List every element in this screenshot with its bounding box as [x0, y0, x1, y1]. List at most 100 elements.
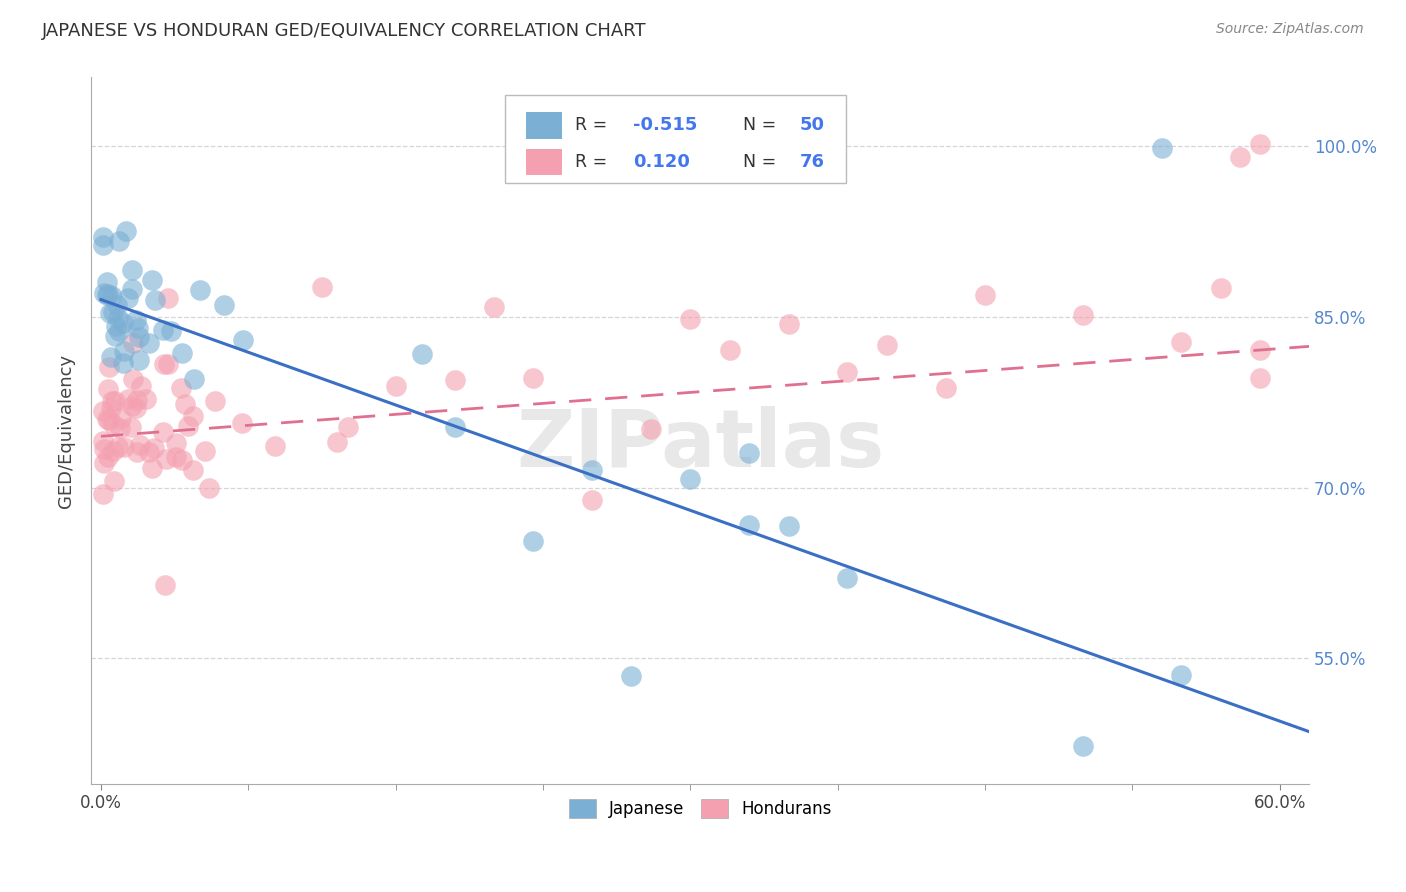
Point — [311, 280, 333, 294]
Point — [718, 343, 741, 358]
Text: -0.515: -0.515 — [633, 117, 697, 135]
Point — [117, 291, 139, 305]
Point — [679, 472, 702, 486]
Point — [91, 238, 114, 252]
Point — [384, 379, 406, 393]
Text: JAPANESE VS HONDURAN GED/EQUIVALENCY CORRELATION CHART: JAPANESE VS HONDURAN GED/EQUIVALENCY COR… — [42, 22, 647, 40]
Point — [111, 316, 134, 330]
Point — [1071, 308, 1094, 322]
Point — [98, 305, 121, 319]
Point — [120, 420, 142, 434]
Point — [93, 442, 115, 457]
Text: Source: ZipAtlas.com: Source: ZipAtlas.com — [1216, 22, 1364, 37]
Point — [152, 324, 174, 338]
Point — [679, 312, 702, 326]
Point — [153, 358, 176, 372]
Point — [170, 382, 193, 396]
Point — [121, 262, 143, 277]
Point — [101, 304, 124, 318]
Point — [104, 394, 127, 409]
Point — [142, 442, 165, 456]
Point — [127, 445, 149, 459]
Point — [104, 329, 127, 343]
Point — [97, 450, 120, 464]
Point — [1249, 343, 1271, 357]
Point — [443, 420, 465, 434]
Point — [170, 346, 193, 360]
Point — [183, 372, 205, 386]
Point — [125, 401, 148, 415]
FancyBboxPatch shape — [526, 112, 562, 139]
Point — [482, 300, 505, 314]
Legend: Japanese, Hondurans: Japanese, Hondurans — [562, 792, 838, 825]
FancyBboxPatch shape — [526, 149, 562, 176]
Point — [121, 282, 143, 296]
Point — [115, 224, 138, 238]
Point — [581, 493, 603, 508]
Text: 0.120: 0.120 — [633, 153, 690, 171]
Text: 50: 50 — [800, 117, 825, 135]
Point — [101, 444, 124, 458]
Point — [97, 413, 120, 427]
Point — [101, 417, 124, 431]
Point — [183, 409, 205, 423]
Point — [112, 344, 135, 359]
Text: R =: R = — [575, 153, 617, 171]
Point — [778, 519, 800, 533]
Point — [1209, 281, 1232, 295]
Point — [100, 350, 122, 364]
Point — [212, 298, 235, 312]
Point — [97, 360, 120, 375]
Point — [231, 416, 253, 430]
Point — [100, 401, 122, 415]
Point — [91, 487, 114, 501]
Point — [141, 273, 163, 287]
Point — [141, 461, 163, 475]
Point — [100, 393, 122, 408]
Point — [135, 392, 157, 406]
Point — [152, 425, 174, 439]
Point — [876, 338, 898, 352]
FancyBboxPatch shape — [505, 95, 846, 184]
Point — [188, 283, 211, 297]
Point — [96, 287, 118, 301]
Point — [204, 393, 226, 408]
Point — [1249, 136, 1271, 151]
Point — [198, 482, 221, 496]
Point — [522, 371, 544, 385]
Point — [177, 419, 200, 434]
Point — [411, 347, 433, 361]
Point — [165, 450, 187, 465]
Point — [93, 456, 115, 470]
Point — [125, 313, 148, 327]
Point — [97, 287, 120, 301]
Point — [143, 293, 166, 307]
Point — [96, 382, 118, 396]
Point — [107, 440, 129, 454]
Point — [1249, 370, 1271, 384]
Point — [443, 373, 465, 387]
Point — [138, 445, 160, 459]
Point — [738, 446, 761, 460]
Point — [117, 392, 139, 406]
Point — [581, 463, 603, 477]
Point — [108, 324, 131, 338]
Point — [103, 474, 125, 488]
Point — [101, 289, 124, 303]
Point — [1071, 739, 1094, 753]
Point — [121, 399, 143, 413]
Text: ZIPatlas: ZIPatlas — [516, 406, 884, 483]
Point — [105, 319, 128, 334]
Point — [837, 365, 859, 379]
Point — [181, 463, 204, 477]
Point — [160, 324, 183, 338]
Point — [1150, 141, 1173, 155]
Y-axis label: GED/Equivalency: GED/Equivalency — [58, 353, 75, 508]
Point — [172, 453, 194, 467]
Point — [738, 518, 761, 533]
Point — [129, 438, 152, 452]
Point — [325, 434, 347, 449]
Point — [264, 439, 287, 453]
Point — [112, 440, 135, 454]
Point — [127, 392, 149, 407]
